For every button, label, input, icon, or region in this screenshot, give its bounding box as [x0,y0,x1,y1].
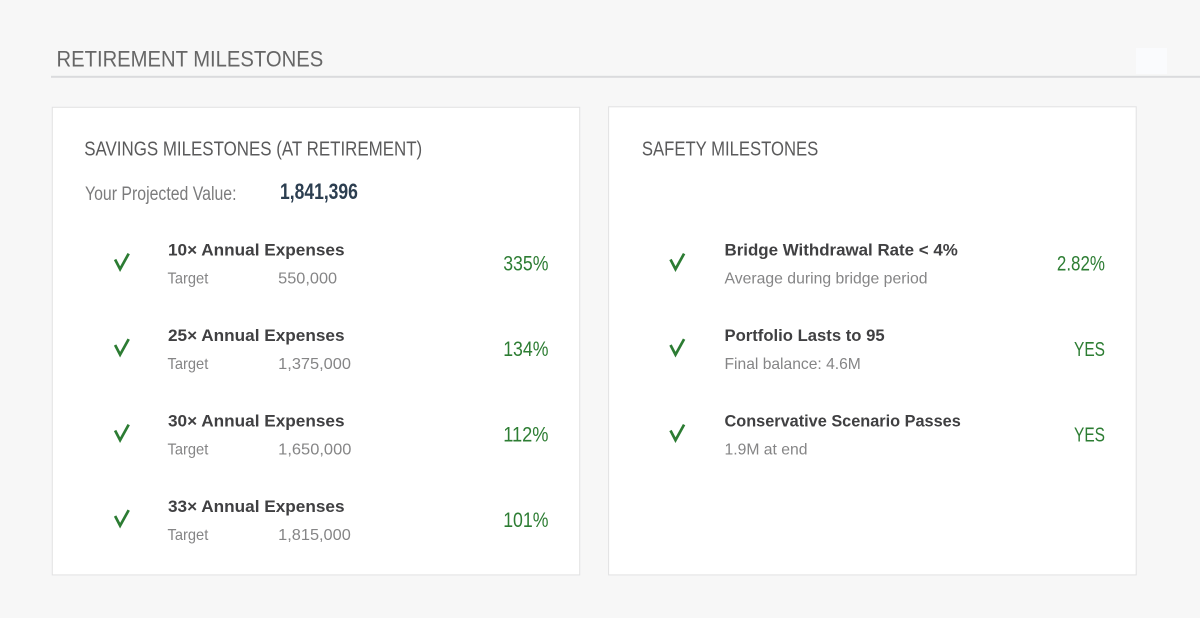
svg-text:Target: Target [168,442,209,459]
svg-text:SAVINGS MILESTONES (AT RETIREM: SAVINGS MILESTONES (AT RETIREMENT) [84,138,422,160]
svg-text:30× Annual Expenses: 30× Annual Expenses [168,412,345,431]
svg-text:YES: YES [1074,339,1105,361]
svg-text:Final balance: 4.6M: Final balance: 4.6M [725,356,861,373]
svg-text:RETIREMENT MILESTONES: RETIREMENT MILESTONES [57,47,324,72]
svg-text:1,650,000: 1,650,000 [278,442,351,459]
svg-text:1,375,000: 1,375,000 [278,356,351,373]
svg-text:25× Annual Expenses: 25× Annual Expenses [168,326,345,345]
svg-text:Conservative Scenario Passes: Conservative Scenario Passes [725,412,961,431]
svg-text:Target: Target [168,356,209,373]
svg-text:101%: 101% [503,509,548,532]
svg-text:10× Annual Expenses: 10× Annual Expenses [168,241,345,260]
svg-text:Target: Target [168,527,209,544]
svg-text:33× Annual Expenses: 33× Annual Expenses [168,497,345,516]
svg-text:1.9M at end: 1.9M at end [725,442,808,459]
svg-text:550,000: 550,000 [278,271,337,288]
svg-text:Target: Target [168,271,209,288]
svg-text:SAFETY MILESTONES: SAFETY MILESTONES [642,138,818,160]
svg-text:YES: YES [1074,425,1105,447]
svg-text:Bridge Withdrawal Rate < 4%: Bridge Withdrawal Rate < 4% [725,241,958,260]
svg-text:1,841,396: 1,841,396 [280,179,358,204]
svg-text:335%: 335% [503,253,548,276]
svg-text:1,815,000: 1,815,000 [278,527,351,544]
svg-text:Portfolio Lasts to 95: Portfolio Lasts to 95 [725,326,885,345]
svg-text:2.82%: 2.82% [1057,253,1105,276]
svg-text:Your Projected Value:: Your Projected Value: [85,184,237,205]
svg-text:134%: 134% [503,338,548,361]
svg-text:112%: 112% [503,424,548,447]
svg-text:Average during bridge period: Average during bridge period [725,271,928,288]
